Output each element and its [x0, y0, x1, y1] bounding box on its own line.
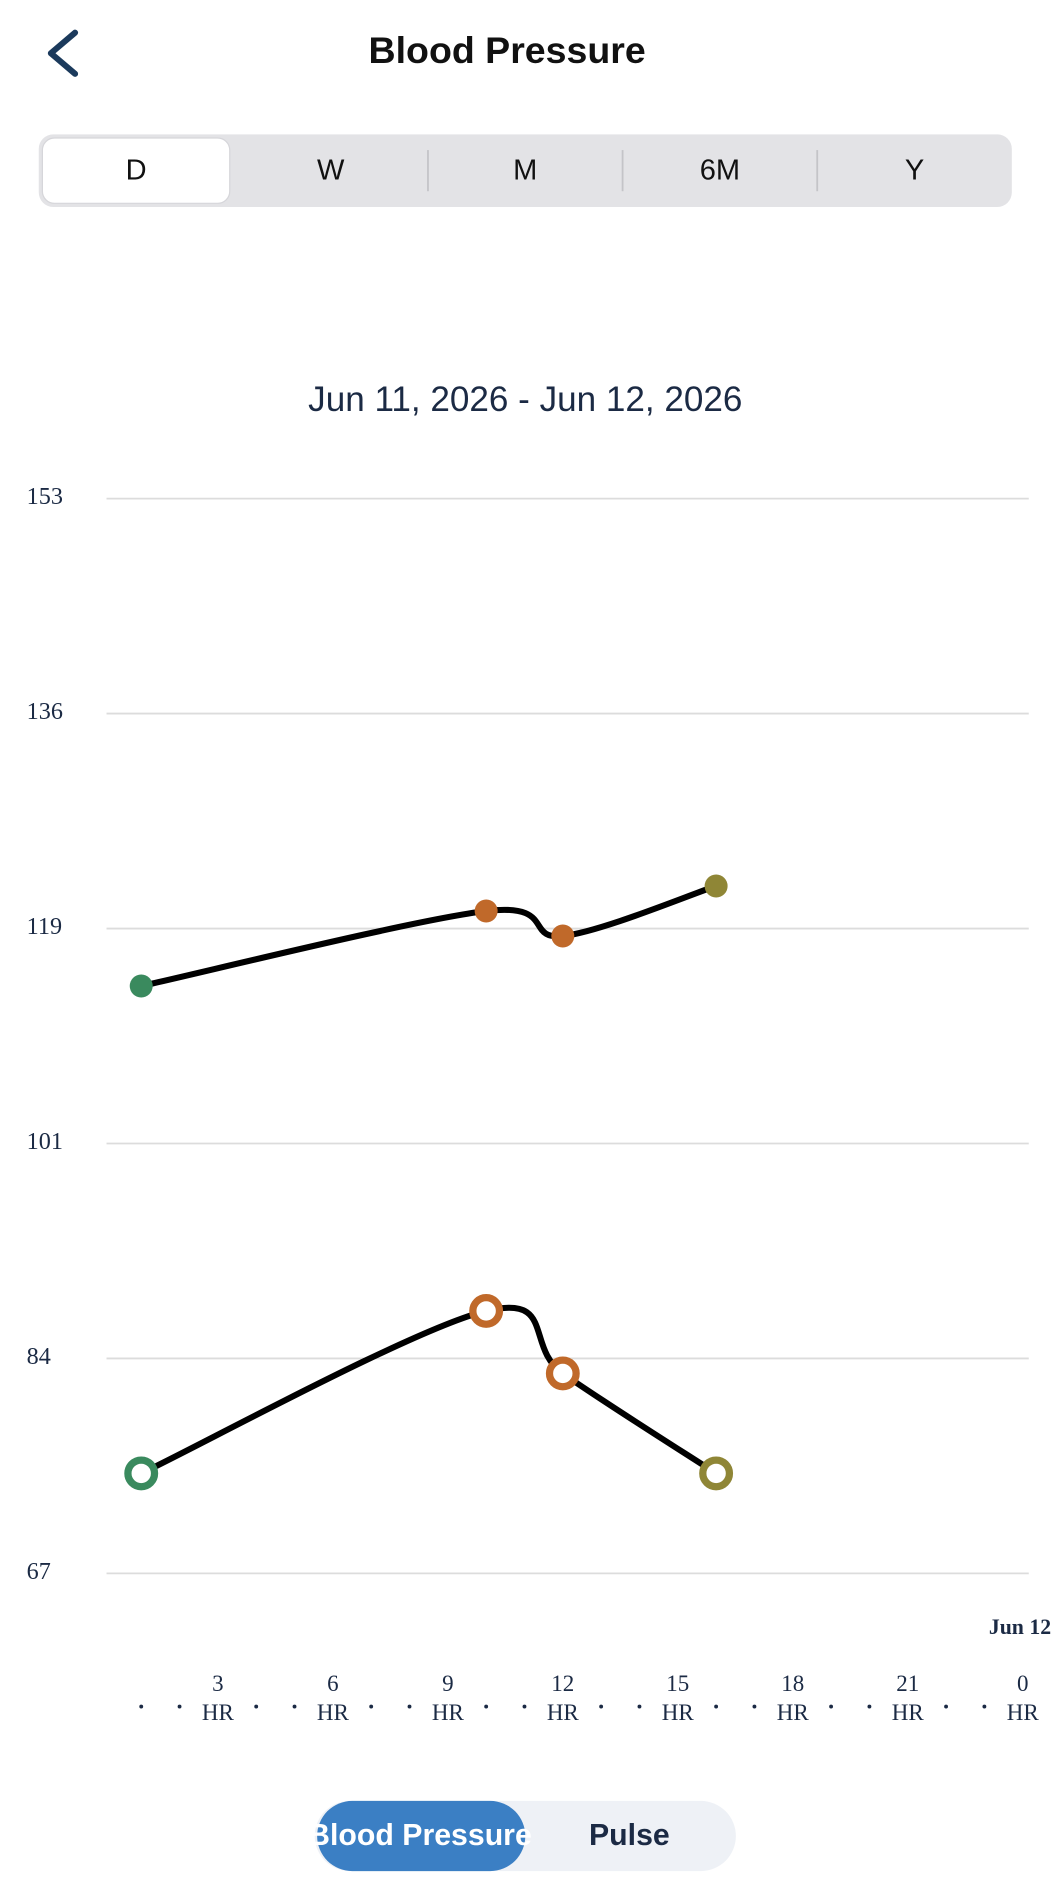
minor-tick	[369, 1704, 374, 1709]
minor-tick	[139, 1704, 144, 1709]
minor-tick	[829, 1704, 834, 1709]
x-tick: 9 HR	[431, 1671, 464, 1726]
x-tick: 3 HR	[201, 1671, 234, 1726]
y-tick-label: 136	[27, 698, 63, 725]
data-point[interactable]	[124, 1456, 159, 1491]
minor-tick	[522, 1704, 527, 1709]
x-tick: 18 HR	[776, 1671, 809, 1726]
tab-bar	[38, 134, 1012, 207]
y-tick-label: 101	[27, 1128, 63, 1155]
x-tick-label: 0 HR	[1006, 1671, 1039, 1726]
toggle-option[interactable]: Blood Pressure	[308, 1819, 532, 1852]
data-point[interactable]	[545, 1356, 580, 1391]
page-title: Blood Pressure	[369, 29, 646, 71]
y-tick-label: 84	[27, 1343, 51, 1370]
tab[interactable]: M	[513, 155, 537, 187]
data-point[interactable]	[699, 1456, 734, 1491]
minor-tick	[254, 1704, 259, 1709]
x-tick-label: 21 HR	[891, 1671, 924, 1726]
x-tick-label: 3 HR	[201, 1671, 234, 1726]
minor-tick	[867, 1704, 872, 1709]
series-line	[140, 883, 718, 989]
series-line	[139, 1304, 718, 1477]
tab[interactable]: W	[317, 155, 345, 187]
x-tick-label: 18 HR	[776, 1671, 809, 1726]
tab[interactable]: D	[126, 155, 147, 187]
minor-tick	[292, 1704, 297, 1709]
back-button[interactable]	[47, 29, 79, 77]
toggle-selected	[317, 1800, 526, 1872]
minor-tick	[752, 1704, 757, 1709]
data-point[interactable]	[474, 899, 498, 923]
data-point[interactable]	[551, 924, 575, 948]
data-point[interactable]	[129, 974, 153, 998]
x-tick: 0 HR	[1006, 1671, 1039, 1726]
y-tick-label: 153	[27, 483, 63, 510]
x-tick-label: 12 HR	[546, 1671, 579, 1726]
x-tick: 6 HR	[316, 1671, 349, 1726]
x-tick: 21 HR	[891, 1671, 924, 1726]
tab-selected	[41, 137, 231, 204]
minor-tick	[484, 1704, 489, 1709]
x-tick-label: 15 HR	[661, 1671, 694, 1726]
toggle-options: Blood Pressure Pulse	[308, 1800, 670, 1872]
tab[interactable]: Y	[905, 155, 924, 187]
minor-tick	[944, 1704, 949, 1709]
x-tick: 12 HR	[546, 1671, 579, 1726]
x-tick: 15 HR	[661, 1671, 694, 1726]
y-tick-label: 119	[27, 913, 62, 940]
minor-tick	[599, 1704, 604, 1709]
minor-tick	[177, 1704, 182, 1709]
date-annotation: Jun 12	[989, 1615, 1051, 1639]
y-tick-label: 67	[27, 1558, 51, 1585]
minor-tick	[982, 1704, 987, 1709]
toggle-option[interactable]: Pulse	[589, 1819, 670, 1852]
minor-tick	[637, 1704, 642, 1709]
minor-tick	[714, 1704, 719, 1709]
plot: 67 84 101 119 136 153 3 HR 6 HR 9 HR 12 HR 15 HR 18…	[27, 483, 1039, 1726]
tab[interactable]: 6M	[700, 155, 740, 187]
tabs: D W M 6M Y	[41, 137, 924, 204]
x-tick-label: 9 HR	[431, 1671, 464, 1726]
data-point[interactable]	[469, 1293, 504, 1328]
chart-subtitle: Jun 11, 2026 - Jun 12, 2026	[308, 380, 742, 419]
minor-tick	[407, 1704, 412, 1709]
data-point[interactable]	[704, 874, 728, 898]
x-tick-label: 6 HR	[316, 1671, 349, 1726]
